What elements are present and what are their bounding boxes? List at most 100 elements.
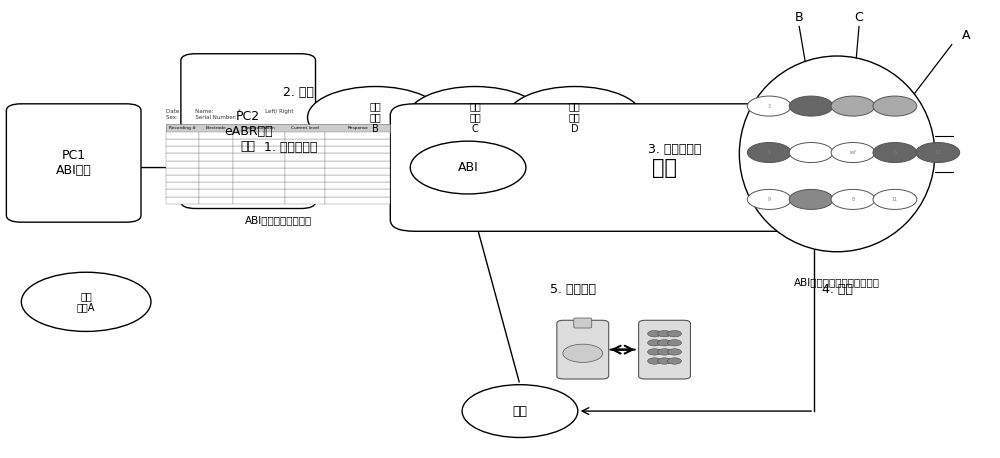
Text: 术者: 术者 [512,404,527,418]
Circle shape [507,87,643,148]
Bar [285,190,325,197]
Circle shape [873,96,917,116]
Circle shape [308,87,443,148]
Bar [166,197,199,204]
Bar [166,139,199,146]
Text: ABI: ABI [458,161,478,174]
Circle shape [668,349,681,355]
Bar [325,190,390,197]
FancyBboxPatch shape [181,54,316,208]
Circle shape [747,142,791,163]
Bar [325,146,390,153]
Circle shape [873,190,917,209]
Circle shape [873,142,917,163]
Bar [233,131,285,139]
Text: 9: 9 [768,197,771,202]
Bar [233,190,285,197]
Bar [166,168,199,175]
Bar [285,175,325,182]
Bar [285,182,325,190]
Bar [233,139,285,146]
Circle shape [658,358,672,364]
Circle shape [789,142,833,163]
Bar [285,139,325,146]
Bar [199,153,233,160]
Bar [199,131,233,139]
Bar [285,131,325,139]
Circle shape [648,331,662,337]
Bar [285,160,325,168]
Bar [166,131,199,139]
Text: ABI电极位置信息二维平面图: ABI电极位置信息二维平面图 [794,277,880,287]
Bar [199,168,233,175]
Bar [199,197,233,204]
Circle shape [831,96,875,116]
Text: ref: ref [850,150,856,155]
Text: Recording #: Recording # [169,126,196,130]
FancyBboxPatch shape [639,320,690,379]
FancyBboxPatch shape [557,320,609,379]
Circle shape [407,87,543,148]
Text: 1. 刺激并登记: 1. 刺激并登记 [264,141,317,154]
Text: 11: 11 [892,197,898,202]
Circle shape [658,340,672,346]
Circle shape [747,96,791,116]
Circle shape [789,96,833,116]
Circle shape [21,272,151,332]
Bar [325,160,390,168]
Circle shape [648,340,662,346]
Text: A: A [962,29,970,42]
Circle shape [668,331,681,337]
Text: 8: 8 [851,197,855,202]
Bar [199,160,233,168]
Bar [325,168,390,175]
Circle shape [658,331,672,337]
Text: 1: 1 [768,150,771,155]
Text: 5: 5 [893,150,896,155]
Bar [325,153,390,160]
Bar [233,175,285,182]
Text: Current level: Current level [291,126,319,130]
Text: 3: 3 [768,104,771,109]
Ellipse shape [739,56,935,252]
Text: 4. 反馈: 4. 反馈 [822,283,853,296]
Circle shape [916,142,960,163]
Text: Electrode: Electrode [205,126,226,130]
FancyBboxPatch shape [390,104,824,231]
Text: 患者: 患者 [652,158,677,178]
Bar [166,146,199,153]
Bar [199,182,233,190]
Text: 2. 记录: 2. 记录 [283,86,314,99]
Bar [166,175,199,182]
Text: 3. 判断并制图: 3. 判断并制图 [648,142,701,156]
Circle shape [668,340,681,346]
Bar [285,146,325,153]
Text: 12: 12 [935,150,941,155]
Text: 5. 调整位置: 5. 调整位置 [550,283,596,296]
Bar [285,197,325,204]
Text: Response: Response [347,126,368,130]
Text: B: B [795,11,803,24]
FancyBboxPatch shape [6,104,141,222]
Circle shape [462,385,578,437]
Text: C: C [855,11,863,24]
Text: 听力
医生A: 听力 医生A [77,291,95,313]
Bar [233,197,285,204]
Bar [325,175,390,182]
Bar [166,160,199,168]
Bar [166,190,199,197]
Text: Date:        Name:              *              Left/ Right: Date: Name: * Left/ Right [166,109,293,114]
Circle shape [789,190,833,209]
Text: PC2
eABR波形
记录: PC2 eABR波形 记录 [224,109,273,153]
Circle shape [668,358,681,364]
Text: Phase duration: Phase duration [242,126,275,130]
Bar [199,146,233,153]
Bar [233,168,285,175]
Bar [233,153,285,160]
Bar [285,168,325,175]
Bar [199,190,233,197]
Bar [233,146,285,153]
Bar [166,153,199,160]
Circle shape [410,141,526,194]
FancyBboxPatch shape [574,318,592,328]
